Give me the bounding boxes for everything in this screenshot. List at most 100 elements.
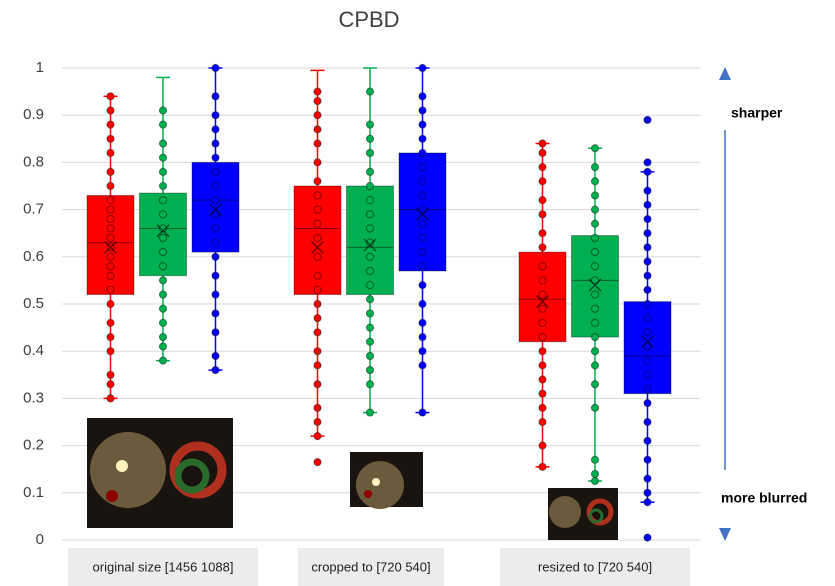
y-tick-label: 0.6	[23, 248, 44, 265]
data-point	[313, 139, 322, 148]
data-point	[365, 148, 375, 158]
data-point	[590, 290, 600, 299]
data-point	[590, 455, 600, 464]
data-point	[538, 210, 547, 219]
data-point	[211, 351, 220, 361]
mean-marker	[588, 278, 602, 292]
data-point	[643, 243, 652, 252]
data-point	[538, 375, 547, 384]
data-point	[418, 191, 427, 200]
data-point	[158, 342, 168, 351]
data-point	[643, 214, 652, 224]
data-point	[643, 229, 652, 238]
data-point	[158, 224, 168, 233]
data-point	[643, 186, 652, 195]
data-point	[643, 417, 652, 427]
data-point	[643, 474, 652, 483]
direction-arrow	[719, 67, 731, 541]
data-point	[106, 252, 115, 261]
data-point	[538, 196, 547, 205]
data-point	[365, 181, 375, 191]
data-point	[643, 257, 652, 266]
data-point	[106, 394, 115, 403]
y-tick-label: 0.9	[23, 106, 44, 123]
data-point	[538, 318, 547, 327]
thumbnail	[548, 488, 618, 540]
data-point	[538, 262, 547, 271]
mean-marker	[363, 238, 377, 252]
data-point	[106, 92, 115, 101]
x-tick-label: original size [1456 1088]	[93, 559, 234, 574]
data-point	[365, 323, 375, 332]
data-point	[643, 356, 652, 365]
data-point	[538, 276, 547, 285]
data-point	[365, 134, 375, 143]
outlier	[643, 533, 652, 542]
chart-title: CPBD	[338, 7, 399, 32]
data-point	[590, 361, 600, 370]
category-label-box	[68, 548, 258, 586]
data-point	[538, 462, 547, 471]
data-point	[590, 476, 600, 486]
annotation: more blurred	[721, 490, 807, 506]
data-point	[365, 120, 375, 129]
data-point	[365, 252, 375, 261]
y-tick-label: 0.2	[23, 437, 44, 454]
data-point	[590, 318, 600, 327]
data-point	[106, 299, 115, 309]
data-point	[106, 120, 115, 129]
data-point	[158, 139, 168, 148]
mean-marker	[156, 224, 170, 238]
data-point	[365, 380, 375, 389]
data-point	[643, 299, 652, 309]
category-label-box	[298, 548, 444, 586]
data-point	[313, 314, 322, 323]
data-point	[158, 290, 168, 299]
data-point	[365, 196, 375, 205]
data-point	[418, 281, 427, 290]
data-point	[365, 365, 375, 375]
data-point	[365, 238, 375, 247]
data-point	[313, 285, 322, 294]
data-point	[313, 347, 322, 356]
data-point	[313, 299, 322, 309]
data-point	[106, 214, 115, 224]
outlier	[643, 158, 652, 167]
annotation: sharper	[731, 105, 783, 121]
x-tick-label: cropped to [720 540]	[311, 559, 430, 574]
data-point	[211, 153, 220, 162]
data-point	[418, 177, 427, 186]
data-point	[211, 210, 220, 219]
data-point	[158, 233, 168, 243]
data-point	[106, 233, 115, 243]
data-point	[313, 158, 322, 167]
data-point	[590, 163, 600, 172]
data-point	[643, 314, 652, 323]
y-tick-label: 1	[36, 59, 44, 76]
y-tick-label: 0	[36, 531, 44, 548]
data-point	[211, 290, 220, 299]
data-point	[211, 328, 220, 337]
data-point	[158, 304, 168, 313]
data-point	[313, 125, 322, 134]
data-point	[158, 167, 168, 176]
data-point	[365, 337, 375, 346]
data-point	[643, 285, 652, 294]
data-point	[643, 370, 652, 379]
data-point	[313, 96, 322, 106]
data-point	[106, 148, 115, 158]
data-point	[106, 380, 115, 389]
data-point	[538, 290, 547, 299]
data-point	[211, 252, 220, 261]
mean-marker	[415, 207, 430, 221]
data-point	[106, 205, 115, 214]
data-point	[313, 233, 322, 243]
outlier	[313, 458, 322, 467]
data-point	[590, 304, 600, 313]
data-point	[538, 361, 547, 370]
y-tick-label: 0.7	[23, 201, 44, 218]
data-point	[538, 243, 547, 252]
data-point	[418, 148, 427, 158]
data-point	[643, 342, 652, 351]
